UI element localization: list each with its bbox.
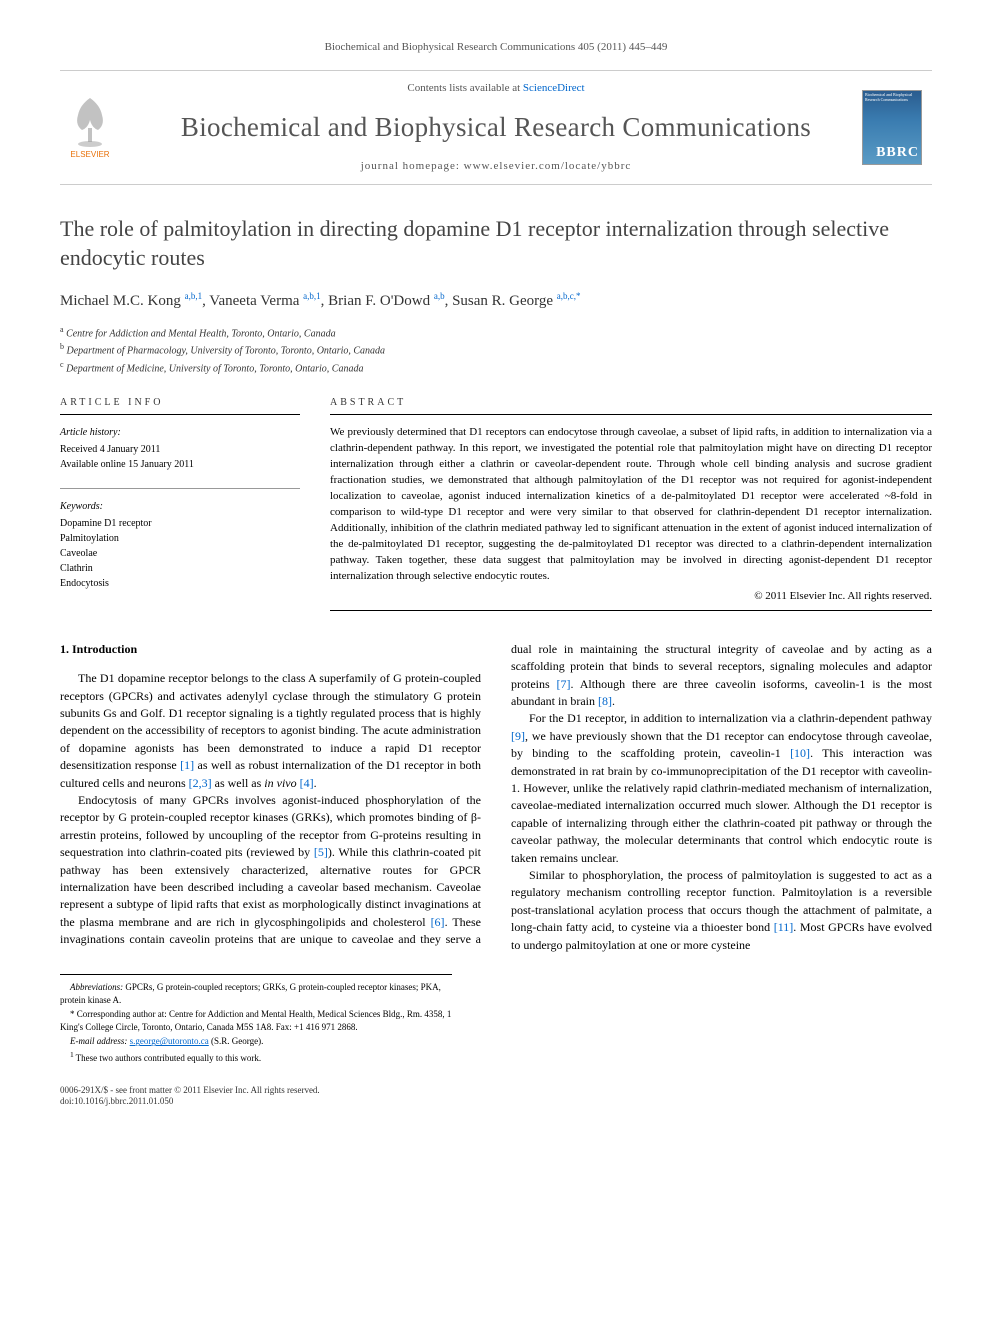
corresp-marker: * — [70, 1009, 77, 1019]
abbreviations-footnote: Abbreviations: GPCRs, G protein-coupled … — [60, 981, 452, 1006]
email-link[interactable]: s.george@utoronto.ca — [130, 1036, 209, 1046]
journal-cover-wrap: Biochemical and Biophysical Research Com… — [862, 90, 932, 165]
journal-cover-icon: Biochemical and Biophysical Research Com… — [862, 90, 922, 165]
publisher-logo-wrap: ELSEVIER — [60, 90, 130, 165]
article-info-label: ARTICLE INFO — [60, 396, 300, 415]
banner-center: Contents lists available at ScienceDirec… — [130, 81, 862, 174]
homepage-prefix: journal homepage: — [361, 160, 464, 172]
email-suffix: (S.R. George). — [209, 1036, 264, 1046]
available-date: Available online 15 January 2011 — [60, 457, 300, 472]
elsevier-tree-icon: ELSEVIER — [60, 90, 120, 160]
keyword-3: Clathrin — [60, 561, 300, 576]
abstract-label: ABSTRACT — [330, 396, 932, 415]
journal-homepage: journal homepage: www.elsevier.com/locat… — [130, 159, 862, 174]
footer-issn: 0006-291X/$ - see front matter © 2011 El… — [60, 1085, 932, 1097]
publisher-name: ELSEVIER — [70, 150, 109, 159]
body-columns: 1. Introduction The D1 dopamine receptor… — [60, 641, 932, 954]
cover-title-small: Biochemical and Biophysical Research Com… — [865, 93, 919, 102]
abstract-bottom-rule — [330, 610, 932, 611]
header-citation: Biochemical and Biophysical Research Com… — [60, 40, 932, 55]
email-footnote: E-mail address: s.george@utoronto.ca (S.… — [60, 1035, 452, 1048]
intro-p3: For the D1 receptor, in addition to inte… — [511, 710, 932, 867]
intro-heading: 1. Introduction — [60, 641, 481, 658]
info-abstract-row: ARTICLE INFO Article history: Received 4… — [60, 396, 932, 611]
abstract-copyright: © 2011 Elsevier Inc. All rights reserved… — [330, 589, 932, 604]
abstract-text: We previously determined that D1 recepto… — [330, 425, 932, 584]
footnotes: Abbreviations: GPCRs, G protein-coupled … — [60, 974, 452, 1065]
abstract-col: ABSTRACT We previously determined that D… — [330, 396, 932, 611]
received-date: Received 4 January 2011 — [60, 442, 300, 457]
keyword-2: Caveolae — [60, 546, 300, 561]
keyword-4: Endocytosis — [60, 576, 300, 591]
equal-contrib-footnote: 1 These two authors contributed equally … — [60, 1050, 452, 1065]
abbrev-label: Abbreviations: — [70, 982, 123, 992]
journal-banner: ELSEVIER Contents lists available at Sci… — [60, 70, 932, 185]
article-history: Article history: Received 4 January 2011… — [60, 425, 300, 472]
keywords-block: Keywords: Dopamine D1 receptor Palmitoyl… — [60, 499, 300, 591]
keyword-0: Dopamine D1 receptor — [60, 516, 300, 531]
equal-text: These two authors contributed equally to… — [76, 1053, 261, 1063]
journal-name: Biochemical and Biophysical Research Com… — [130, 109, 862, 147]
corresponding-footnote: * Corresponding author at: Centre for Ad… — [60, 1008, 452, 1033]
affiliation-c: c Department of Medicine, University of … — [60, 359, 932, 376]
email-label: E-mail address: — [70, 1036, 130, 1046]
intro-p4: Similar to phosphorylation, the process … — [511, 867, 932, 954]
affiliations: a Centre for Addiction and Mental Health… — [60, 324, 932, 376]
info-divider — [60, 488, 300, 489]
footer-line: 0006-291X/$ - see front matter © 2011 El… — [60, 1085, 932, 1108]
contents-available: Contents lists available at ScienceDirec… — [130, 81, 862, 96]
cover-abbrev: BBRC — [876, 143, 919, 163]
keyword-1: Palmitoylation — [60, 531, 300, 546]
contents-prefix: Contents lists available at — [407, 82, 522, 94]
history-label: Article history: — [60, 425, 300, 440]
homepage-url[interactable]: www.elsevier.com/locate/ybbrc — [464, 160, 632, 172]
article-title: The role of palmitoylation in directing … — [60, 215, 932, 272]
affiliation-a: a Centre for Addiction and Mental Health… — [60, 324, 932, 341]
sciencedirect-link[interactable]: ScienceDirect — [523, 82, 585, 94]
footer-doi: doi:10.1016/j.bbrc.2011.01.050 — [60, 1096, 932, 1108]
corresp-text: Corresponding author at: Centre for Addi… — [60, 1009, 451, 1032]
intro-p1: The D1 dopamine receptor belongs to the … — [60, 670, 481, 792]
affiliation-b: b Department of Pharmacology, University… — [60, 341, 932, 358]
keywords-label: Keywords: — [60, 499, 300, 514]
authors-line: Michael M.C. Kong a,b,1, Vaneeta Verma a… — [60, 290, 932, 312]
article-info-col: ARTICLE INFO Article history: Received 4… — [60, 396, 300, 611]
